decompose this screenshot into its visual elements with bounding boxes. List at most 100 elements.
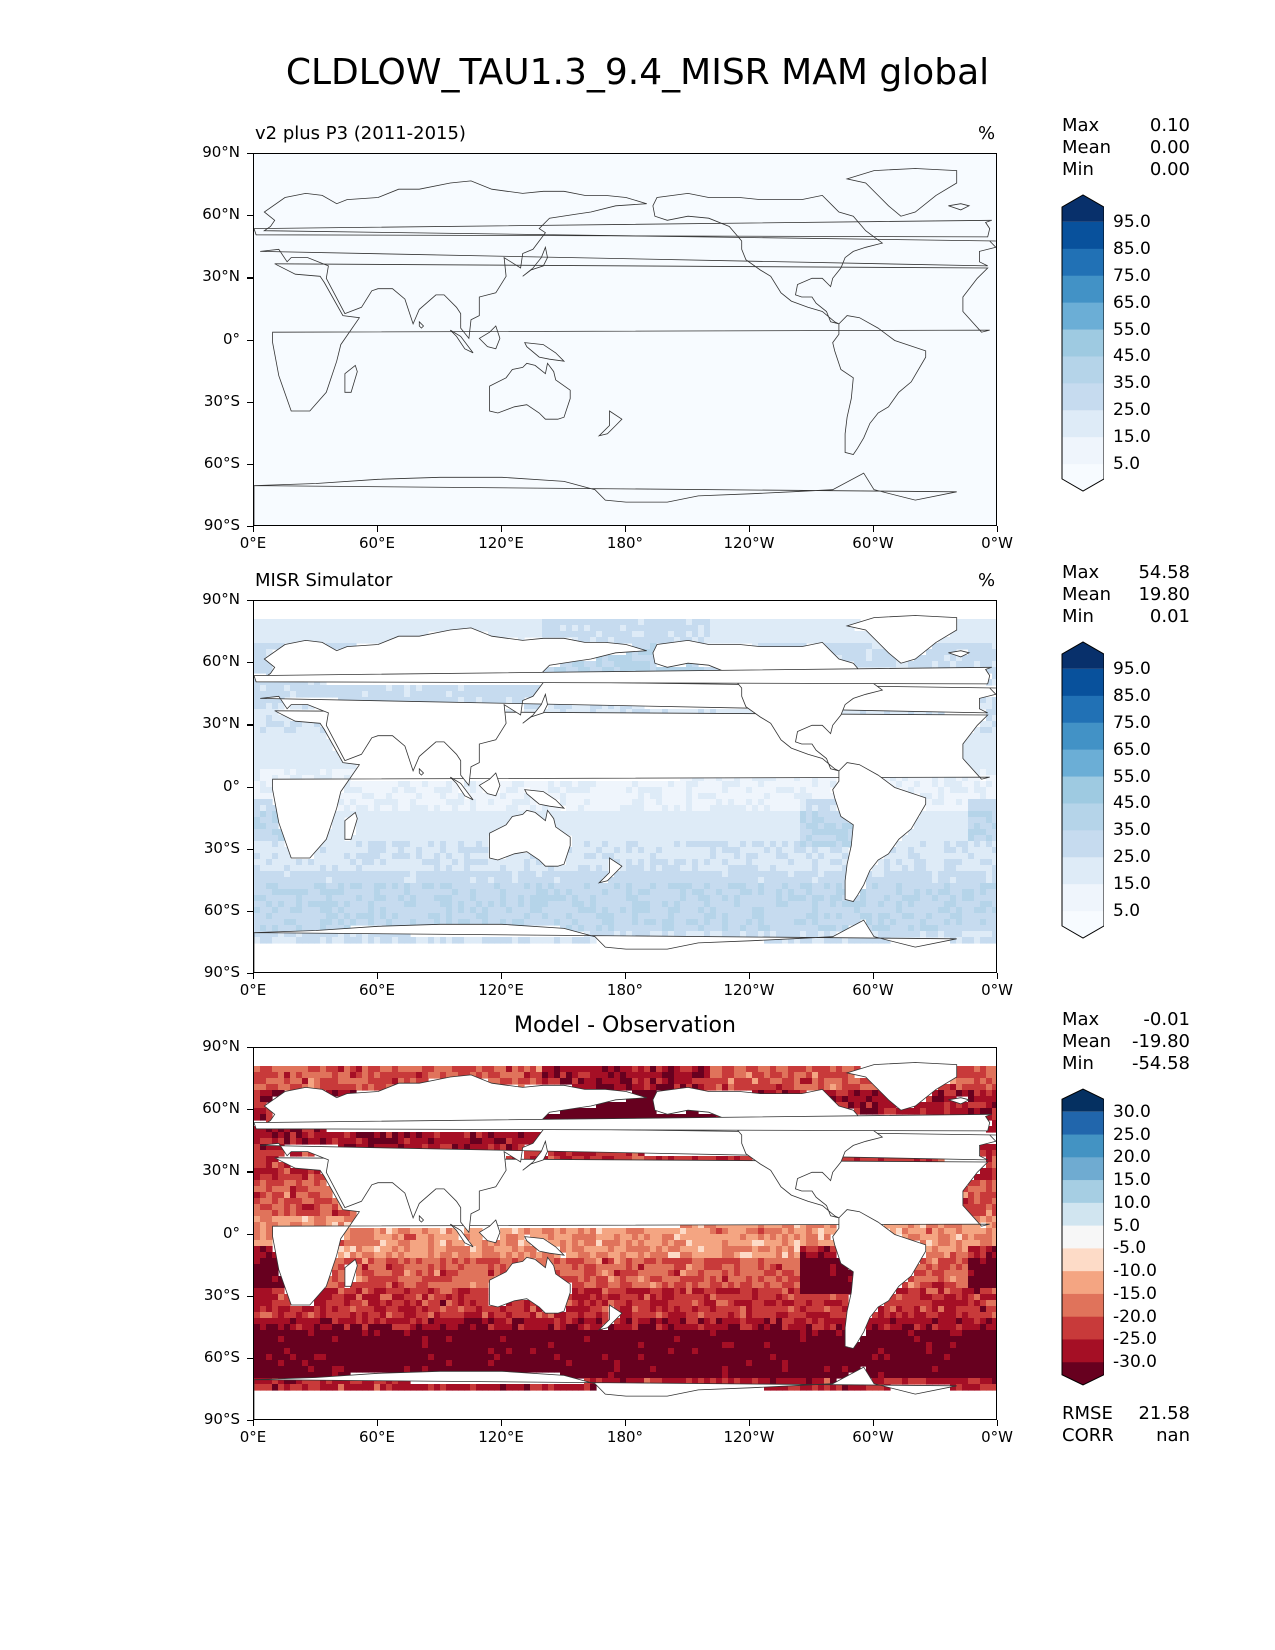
lon-tick-mark: [625, 526, 627, 532]
colorbar-segment: [1062, 1111, 1104, 1136]
colorbar: [1061, 194, 1104, 492]
colorbar-tick-label: 45.0: [1113, 346, 1151, 367]
lat-tick-label: 30°N: [202, 1161, 240, 1180]
colorbar-segment: [1062, 1134, 1104, 1158]
colorbar: [1061, 1088, 1104, 1386]
lat-tick-label: 90°N: [202, 590, 240, 608]
coastline-eurasia: [260, 627, 996, 787]
colorbar-tick-label: -10.0: [1113, 1261, 1157, 1282]
stat-value: 54.58: [1138, 562, 1190, 583]
coastline-newguinea: [524, 789, 566, 809]
lon-tick-mark: [997, 973, 999, 979]
coastline-sumatra: [450, 329, 474, 354]
colorbar-outline: [1061, 194, 1104, 492]
lon-tick-mark: [625, 1420, 627, 1426]
lat-tick-mark: [247, 401, 253, 403]
colorbar-tick-label: -20.0: [1113, 1306, 1157, 1327]
coastlines: [254, 1062, 996, 1419]
stat-value: -19.80: [1131, 1031, 1190, 1052]
colorbar-outline: [1061, 1088, 1104, 1386]
coastline-japan: [522, 1139, 548, 1171]
coastline-japan: [522, 245, 548, 277]
coastline-sumatra: [450, 1223, 474, 1248]
coastline-australia: [489, 1256, 571, 1314]
lon-tick-label: 0°E: [239, 1428, 267, 1446]
colorbar-tick-label: 35.0: [1113, 373, 1151, 394]
colorbar-segment: [1062, 437, 1104, 465]
colorbar-segment: [1062, 857, 1104, 885]
lon-tick-label: 120°W: [723, 1428, 775, 1446]
lat-tick-label: 30°S: [203, 838, 240, 857]
colorbar-segment: [1062, 642, 1104, 669]
lat-tick-mark: [247, 526, 253, 528]
coastline-namerica: [652, 192, 884, 325]
stat-label: Min: [1062, 1053, 1094, 1074]
panel-observation: MISR Simulator% 90°N 60°N 30°N 0° 30°S 60°S 90°…: [0, 447, 1275, 999]
lat-tick-mark: [247, 339, 253, 341]
lat-tick-label: 30°N: [202, 714, 240, 733]
coastline-australia: [489, 362, 571, 420]
colorbar-tick-label: -15.0: [1113, 1283, 1157, 1304]
map-svg: [254, 154, 996, 525]
coastline-samerica: [832, 762, 927, 902]
lat-tick-mark: [247, 463, 253, 466]
lat-tick-label: 30°S: [203, 1285, 240, 1304]
lon-tick-mark: [501, 1420, 503, 1426]
coastline-uk: [254, 1113, 992, 1132]
map-plot: [253, 153, 997, 526]
lon-tick-mark: [873, 526, 875, 532]
colorbar-segment: [1062, 695, 1104, 724]
coastline-sumatra: [450, 776, 474, 801]
coastline-eurasia: [260, 180, 996, 340]
lon-tick-mark: [873, 973, 875, 979]
coastline-iceland: [948, 203, 971, 211]
lon-tick-label: 120°W: [723, 534, 775, 552]
colorbar-segment: [1062, 195, 1104, 222]
lon-tick-mark: [625, 973, 627, 979]
colorbar-tick-label: 75.0: [1113, 712, 1151, 733]
lon-tick-label: 180°: [606, 1428, 644, 1446]
lon-tick-label: 0°E: [239, 534, 267, 552]
lat-tick-label: 30°S: [203, 391, 240, 410]
lat-tick-mark: [247, 662, 253, 664]
lon-tick-mark: [997, 526, 999, 532]
panel-model: v2 plus P3 (2011-2015)% 90°N 60°N 30°N 0° 30°…: [0, 0, 1275, 552]
coastline-iceland: [948, 1097, 971, 1105]
lat-tick-mark: [247, 848, 253, 850]
colorbar-segment: [1062, 749, 1104, 778]
lat-tick-label: 60°S: [203, 1347, 240, 1366]
lat-tick-mark: [247, 1420, 253, 1422]
lat-tick-label: 30°N: [202, 267, 240, 286]
map-plot: [253, 1047, 997, 1420]
colorbar-segment: [1062, 668, 1104, 697]
colorbar-tick-label: 25.0: [1113, 847, 1151, 868]
colorbar-segment: [1062, 329, 1104, 357]
colorbar-tick-label: 85.0: [1113, 238, 1151, 259]
lon-tick-mark: [253, 973, 255, 979]
lon-tick-mark: [377, 973, 379, 979]
coastline-newguinea: [524, 1236, 566, 1256]
colorbar-tick-label: 65.0: [1113, 739, 1151, 760]
coastline-madagascar: [344, 1258, 358, 1287]
rmse-corr-box: RMSE 21.58 CORR nan: [1062, 1403, 1190, 1447]
stat-label: RMSE: [1062, 1403, 1113, 1424]
lon-tick-mark: [377, 526, 379, 532]
colorbar-segment: [1062, 275, 1104, 304]
colorbar-tick-label: 10.0: [1113, 1192, 1151, 1213]
lon-tick-label: 60°E: [358, 981, 396, 999]
coastline-nz: [597, 410, 623, 437]
coastline-australia: [489, 809, 571, 867]
lat-tick-mark: [247, 277, 253, 279]
colorbar-segment: [1062, 302, 1104, 331]
lat-tick-mark: [247, 600, 253, 602]
map-background: [254, 154, 996, 525]
lat-tick-mark: [247, 1171, 253, 1173]
figure-title: CLDLOW_TAU1.3_9.4_MISR MAM global: [285, 52, 990, 93]
stat-label: Mean: [1062, 137, 1112, 158]
coastline-borneo: [478, 1219, 501, 1244]
lon-tick-mark: [253, 1420, 255, 1426]
lon-tick-label: 120°E: [478, 534, 524, 552]
lon-tick-label: 0°E: [239, 981, 267, 999]
colorbar-tick-label: 30.0: [1113, 1101, 1151, 1122]
colorbar-segment: [1062, 356, 1104, 384]
